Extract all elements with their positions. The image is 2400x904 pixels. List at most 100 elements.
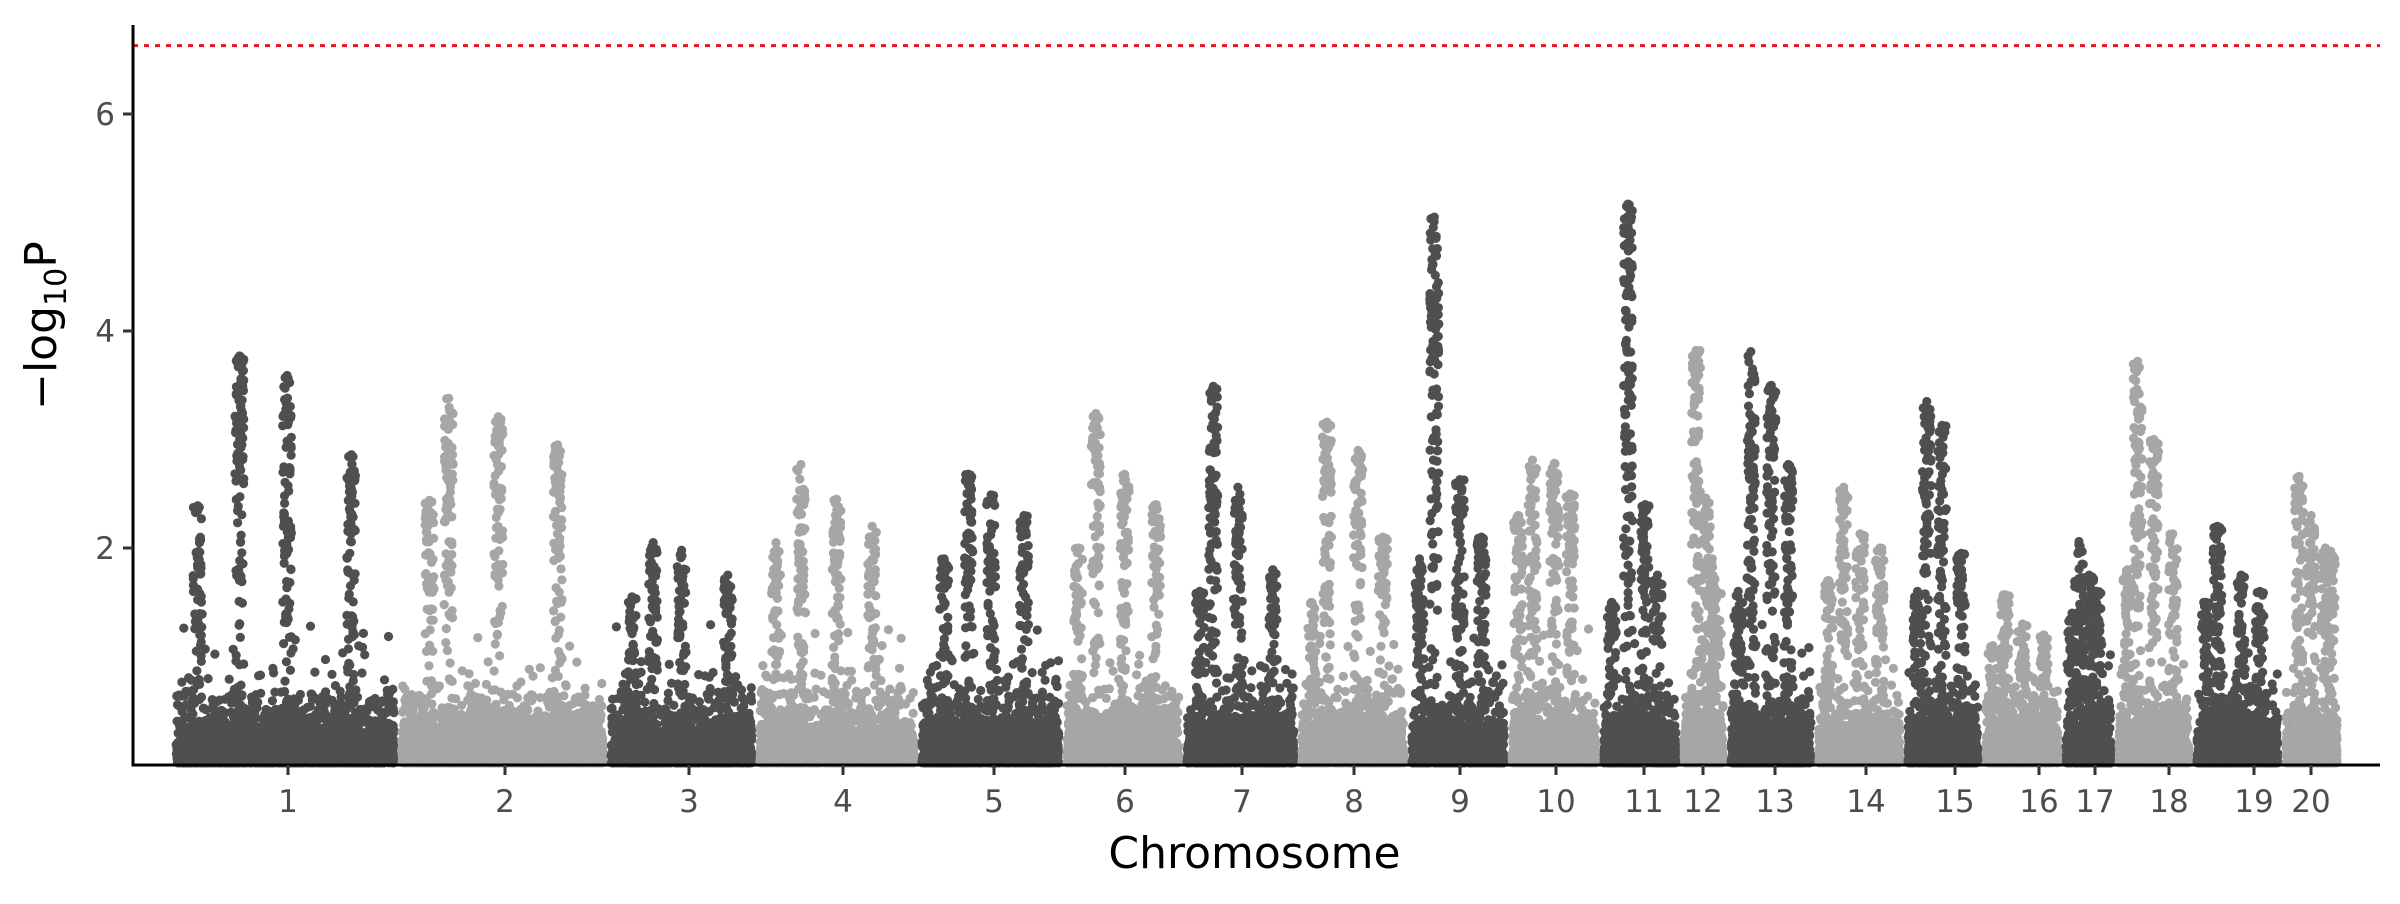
snp-point-chr1	[196, 569, 205, 578]
snp-point-chr1	[177, 747, 186, 756]
snp-point-chr1	[347, 450, 356, 459]
snp-point-chr1	[347, 700, 356, 709]
snp-point-chr1	[196, 533, 205, 542]
snp-point-chr1	[275, 723, 284, 732]
snp-point-chr1	[354, 753, 363, 762]
snp-point-chr1	[177, 717, 186, 726]
snp-point-chr1	[238, 599, 247, 608]
snp-point-chr1	[379, 727, 388, 736]
snp-point-chr1	[342, 553, 351, 562]
snp-point-chr1	[359, 629, 368, 638]
snp-point-chr1	[197, 623, 206, 632]
snp-point-chr1	[350, 630, 359, 639]
snp-point-chr1	[197, 631, 206, 640]
snp-point-chr1	[278, 712, 287, 721]
snp-point-chr1	[368, 702, 377, 711]
snp-point-chr1	[279, 508, 288, 517]
snp-point-chr1	[216, 733, 225, 742]
snp-point-chr1	[360, 650, 369, 659]
snp-point-chr1	[357, 668, 366, 677]
snp-point-chr1	[346, 493, 355, 502]
snp-point-chr1	[378, 748, 387, 757]
snp-point-chr1	[343, 620, 352, 629]
snp-point-chr1	[310, 668, 319, 677]
snp-point-chr1	[281, 478, 290, 487]
snp-point-chr1	[354, 641, 363, 650]
snp-point-chr1	[287, 433, 296, 442]
snp-point-chr1	[197, 514, 206, 523]
snp-point-chr1	[235, 556, 244, 565]
snp-point-chr1	[278, 468, 287, 477]
snp-point-chr1	[345, 476, 354, 485]
snp-point-chr1	[347, 537, 356, 546]
snp-point-chr1	[351, 708, 360, 717]
snp-point-chr1	[287, 451, 296, 460]
snp-point-chr1	[278, 421, 287, 430]
snp-point-chr1	[185, 752, 194, 761]
snp-point-chr1	[283, 394, 292, 403]
snp-point-chr1	[267, 731, 276, 740]
snp-point-chr1	[236, 375, 245, 384]
snp-point-chr1	[268, 696, 277, 705]
snp-point-chr1	[284, 487, 293, 496]
snp-point-chr1	[237, 433, 246, 442]
snp-point-chr1	[180, 692, 189, 701]
snp-point-chr1	[197, 692, 206, 701]
snp-point-chr1	[227, 746, 236, 755]
snp-point-chr1	[304, 752, 313, 761]
snp-point-chr1	[236, 633, 245, 642]
snp-point-chr2	[484, 657, 493, 666]
snp-point-chr1	[351, 569, 360, 578]
snp-point-chr1	[204, 674, 213, 683]
points-layer	[172, 200, 2342, 768]
snp-point-chr1	[232, 651, 241, 660]
snp-point-chr1	[339, 747, 348, 756]
snp-point-chr1	[381, 708, 390, 717]
snp-point-chr1	[340, 715, 349, 724]
snp-point-chr1	[347, 509, 356, 518]
snp-point-chr1	[193, 553, 202, 562]
snp-point-chr1	[283, 371, 292, 380]
snp-point-chr1	[326, 745, 335, 754]
snp-point-chr1	[286, 666, 295, 675]
snp-point-chr1	[295, 754, 304, 763]
snp-point-chr1	[261, 755, 270, 764]
snp-point-chr1	[231, 413, 240, 422]
snp-point-chr1	[306, 622, 315, 631]
snp-point-chr1	[184, 736, 193, 745]
snp-point-chr1	[256, 689, 265, 698]
snp-point-chr1	[179, 624, 188, 633]
snp-point-chr2	[536, 663, 545, 672]
snp-point-chr1	[286, 648, 295, 657]
snp-point-chr1	[380, 675, 389, 684]
snp-point-chr1	[279, 639, 288, 648]
snp-point-chr1	[293, 724, 302, 733]
snp-point-chr1	[350, 525, 359, 534]
snp-point-chr1	[251, 753, 260, 762]
snp-point-chr1	[347, 611, 356, 620]
snp-point-chr1	[262, 705, 271, 714]
snp-point-chr2	[571, 694, 580, 703]
snp-point-chr1	[197, 592, 206, 601]
snp-point-chr1	[287, 632, 296, 641]
snp-point-chr1	[335, 738, 344, 747]
snp-point-chr1	[296, 690, 305, 699]
snp-point-chr1	[210, 650, 219, 659]
snp-point-chr1	[193, 615, 202, 624]
snp-point-chr1	[254, 741, 263, 750]
snp-point-chr1	[286, 525, 295, 534]
snp-point-chr1	[237, 577, 246, 586]
snp-point-chr1	[282, 583, 291, 592]
snp-point-chr1	[231, 566, 240, 575]
snp-point-chr1	[188, 710, 197, 719]
snp-point-chr1	[285, 699, 294, 708]
snp-point-chr1	[284, 545, 293, 554]
snp-point-chr1	[280, 687, 289, 696]
snp-point-chr1	[192, 647, 201, 656]
snp-point-chr1	[202, 738, 211, 747]
snp-point-chr1	[192, 666, 201, 675]
snp-point-chr1	[330, 706, 339, 715]
snp-point-chr2	[580, 691, 589, 700]
snp-point-chr1	[230, 469, 239, 478]
snp-point-chr1	[254, 671, 263, 680]
